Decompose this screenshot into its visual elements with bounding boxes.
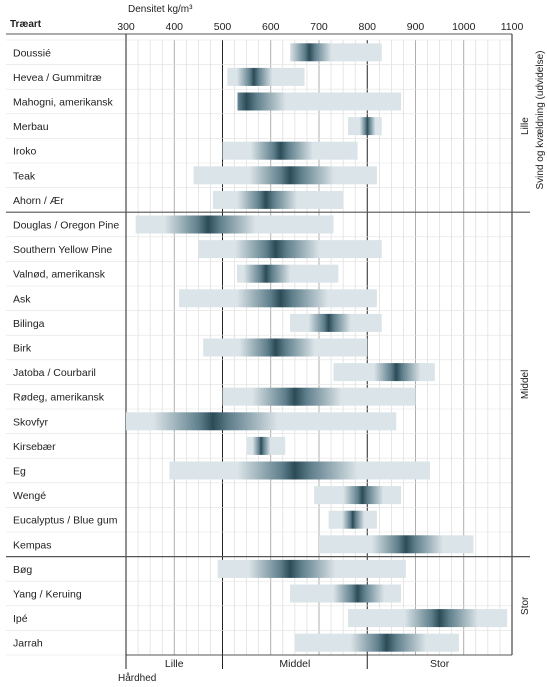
range-bar <box>217 559 406 578</box>
species-label: Ahorn / Ær <box>13 195 64 207</box>
range-bar <box>236 264 339 283</box>
species-label: Merbau <box>13 121 49 133</box>
range-bar <box>290 584 402 603</box>
species-label: Jarrah <box>13 638 43 650</box>
range-bar <box>319 535 474 554</box>
hardness-zone-label: Lille <box>165 658 184 670</box>
x-axis-title: Densitet kg/m³ <box>128 4 193 15</box>
x-tick-label: 500 <box>214 21 232 33</box>
x-tick-label: 900 <box>407 21 425 33</box>
axes: Densitet kg/m³ Træart Hårdhed 300 400 500 6… <box>10 4 523 684</box>
shrinkage-group-label: Lille <box>520 117 531 135</box>
range-bar <box>290 43 382 62</box>
species-label: Iroko <box>13 146 37 158</box>
range-bar <box>290 313 382 332</box>
species-label: Kempas <box>13 539 52 551</box>
range-bar <box>179 289 377 308</box>
x-tick-label: 800 <box>358 21 376 33</box>
range-bar <box>347 609 508 628</box>
bars <box>126 43 508 652</box>
x-tick-label: 1000 <box>452 21 476 33</box>
range-bar <box>193 166 377 185</box>
species-label: Doussié <box>13 47 51 59</box>
range-bar <box>236 92 402 111</box>
shrinkage-group-label: Stor <box>520 596 531 615</box>
x-tick-label: 600 <box>262 21 280 33</box>
species-label: Ask <box>13 293 31 305</box>
x-tick-label: 300 <box>117 21 135 33</box>
range-bar <box>126 412 397 431</box>
species-label: Eucalyptus / Blue gum <box>13 515 118 527</box>
species-label: Bøg <box>13 564 32 576</box>
species-label: Bilinga <box>13 318 45 330</box>
x-tick-label: 700 <box>310 21 328 33</box>
range-bar <box>203 338 368 357</box>
range-bar <box>333 363 435 382</box>
species-label: Teak <box>13 170 36 182</box>
species-label: Ipé <box>13 613 28 625</box>
species-label: Wengé <box>13 490 46 502</box>
species-label: Hevea / Gummitræ <box>13 72 102 84</box>
range-bar <box>347 117 382 136</box>
range-bar <box>328 510 377 529</box>
range-bar <box>222 387 416 406</box>
range-bar <box>246 436 286 455</box>
species-label: Birk <box>13 343 32 355</box>
species-label: Rødeg, amerikansk <box>13 392 105 404</box>
range-bar <box>294 633 459 652</box>
species-label: Kirsebær <box>13 441 56 453</box>
shrinkage-groups: Svind og kvældning (udvidelse) Lille Midd… <box>6 51 546 615</box>
species-label: Mahogni, amerikansk <box>13 97 114 109</box>
category-header: Træart <box>10 19 42 30</box>
range-bar <box>135 215 334 234</box>
species-label: Skovfyr <box>13 416 49 428</box>
shrinkage-axis-title: Svind og kvældning (udvidelse) <box>535 51 546 190</box>
hardness-zone-label: Middel <box>279 658 310 670</box>
species-label: Jatoba / Courbaril <box>13 367 96 379</box>
category-labels: Doussié Hevea / Gummitræ Mahogni, amerikan… <box>13 47 119 649</box>
species-label: Douglas / Oregon Pine <box>13 220 119 232</box>
x-tick-label: 400 <box>165 21 183 33</box>
range-bar <box>222 141 358 160</box>
hardness-zone-label: Stor <box>430 658 450 670</box>
species-label: Eg <box>13 466 26 478</box>
x-tick-label: 1100 <box>501 21 524 33</box>
species-label: Southern Yellow Pine <box>13 244 112 256</box>
range-bar <box>212 190 344 209</box>
range-bar <box>314 486 402 505</box>
hardness-label: Hårdhed <box>118 672 156 684</box>
species-label: Valnød, amerikansk <box>13 269 106 281</box>
range-bar <box>227 67 305 86</box>
shrinkage-group-label: Middel <box>520 370 531 399</box>
range-bar <box>198 240 382 259</box>
species-label: Yang / Keruing <box>13 589 82 601</box>
range-bar <box>169 461 430 480</box>
